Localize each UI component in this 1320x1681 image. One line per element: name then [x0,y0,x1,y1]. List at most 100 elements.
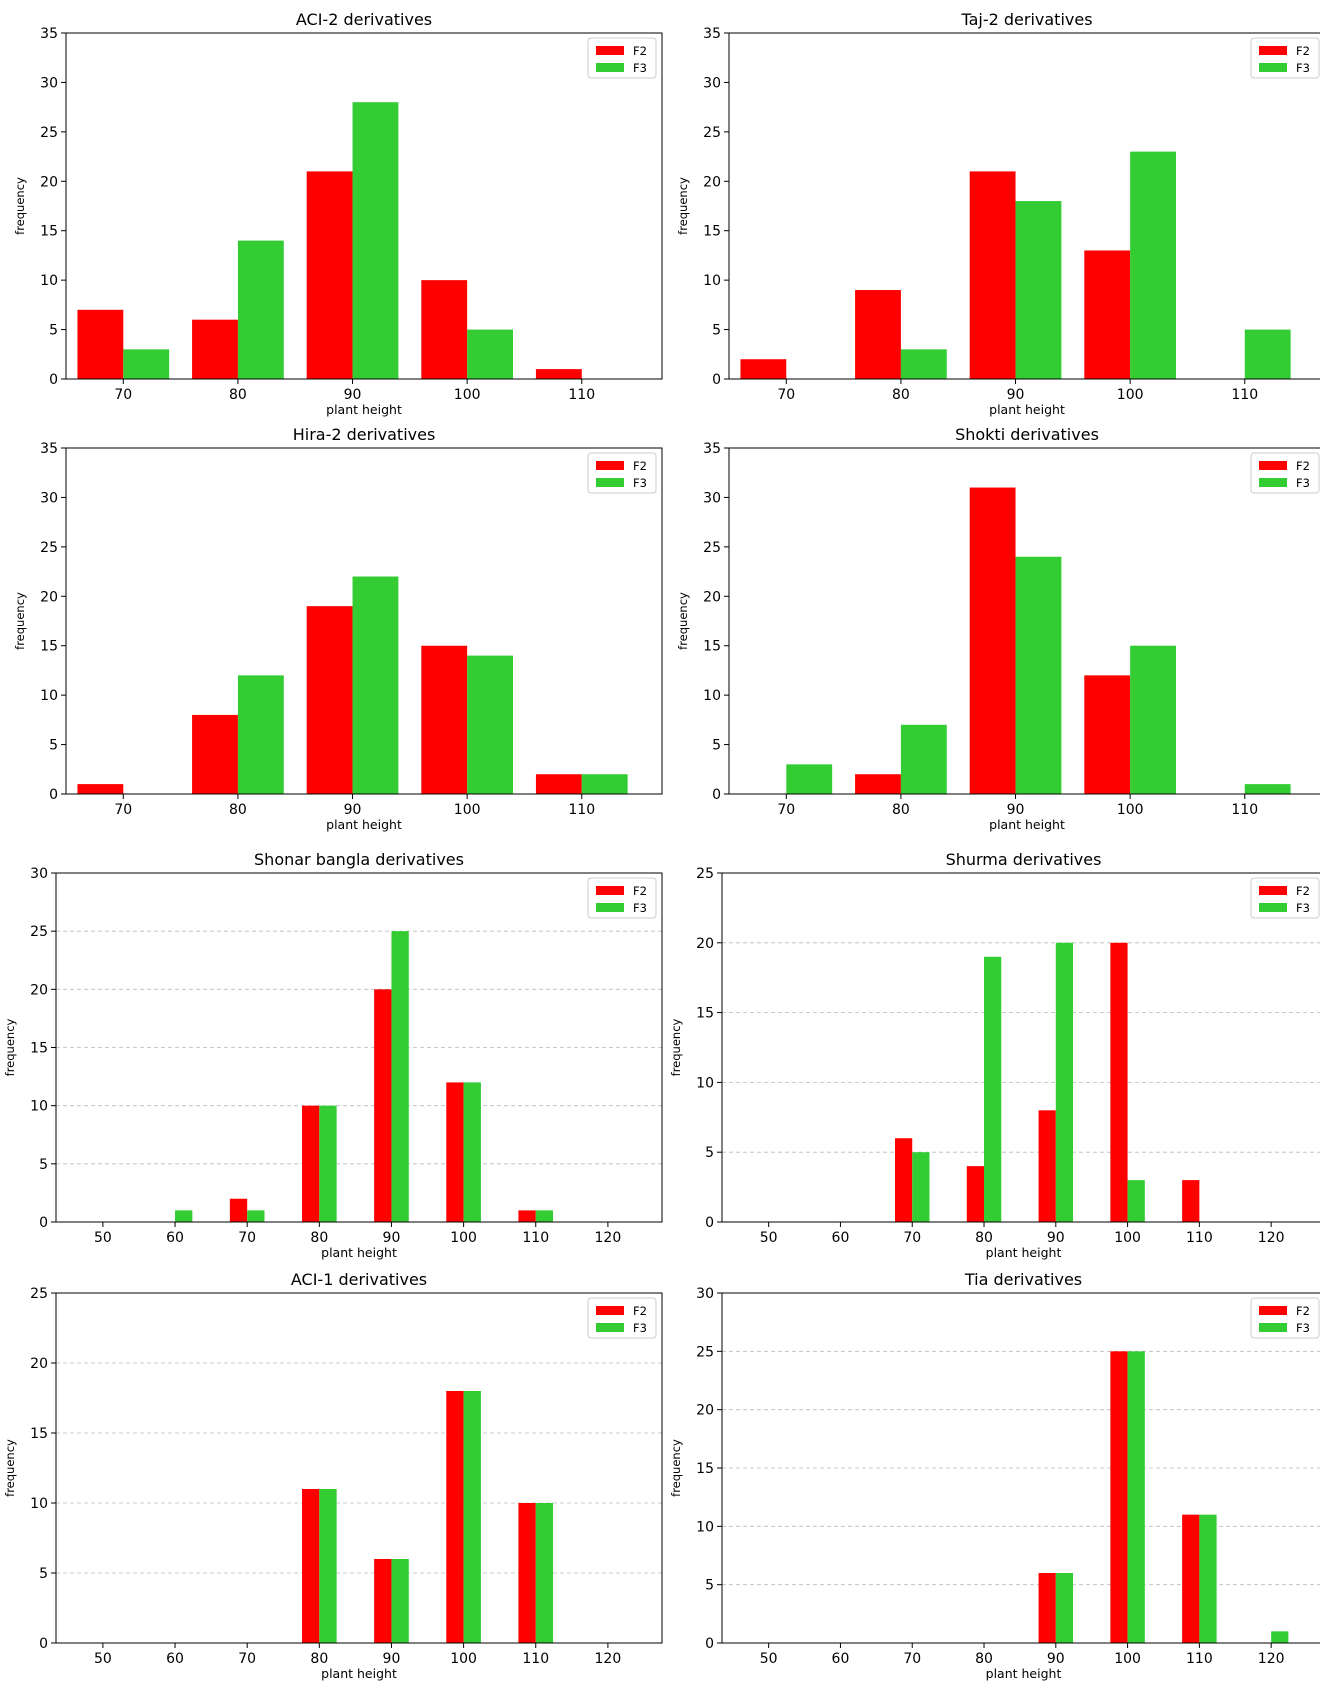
y-tick-label: 5 [39,1566,48,1582]
x-tick-label: 90 [383,1651,401,1667]
x-tick-label: 120 [595,1651,622,1667]
legend-swatch-f3 [1259,903,1287,912]
legend-swatch-f2 [1259,886,1287,895]
y-tick-label: 15 [703,224,721,240]
x-axis-label: plant height [989,402,1065,417]
legend-label-f3: F3 [1296,1321,1310,1335]
legend-label-f3: F3 [633,476,647,490]
bar-f3-90 [1055,1573,1074,1643]
x-axis-label: plant height [321,1666,397,1681]
y-tick-label: 10 [40,273,58,289]
bar-f2-100 [1084,250,1131,379]
legend-label-f3: F3 [1296,476,1310,490]
y-tick-label: 10 [30,1496,48,1512]
y-tick-label: 25 [30,1286,48,1302]
y-tick-label: 30 [703,490,721,506]
legend-label-f2: F2 [633,44,647,58]
bar-f3-120 [1271,1631,1289,1643]
bar-f3-90 [1055,942,1074,1222]
legend-swatch-f2 [596,1306,624,1315]
legend-swatch-f2 [596,46,624,55]
bar-f2-90 [306,606,353,794]
y-tick-label: 20 [40,589,58,605]
y-tick-label: 10 [40,688,58,704]
bar-f3-70 [123,349,170,379]
bar-f3-70 [247,1210,265,1222]
x-tick-label: 90 [383,1230,401,1246]
y-tick-label: 5 [712,323,721,339]
legend-label-f2: F2 [1296,44,1310,58]
x-tick-label: 100 [450,1230,477,1246]
y-axis-label: frequency [676,177,690,235]
y-tick-label: 5 [49,323,58,339]
y-tick-label: 10 [696,1075,714,1091]
x-axis-label: plant height [326,817,402,832]
x-tick-label: 110 [1231,802,1258,818]
x-tick-label: 80 [229,387,247,403]
x-tick-label: 80 [975,1230,993,1246]
y-tick-label: 10 [696,1519,714,1535]
y-tick-label: 10 [703,688,721,704]
legend-label-f2: F2 [1296,1304,1310,1318]
bar-f3-80 [237,675,284,794]
x-axis-label: plant height [321,1245,397,1260]
x-tick-label: 60 [832,1230,850,1246]
y-tick-label: 30 [703,75,721,91]
legend-label-f2: F2 [633,459,647,473]
bar-f2-70 [77,309,124,379]
bar-f3-80 [319,1105,337,1222]
bar-f2-90 [374,1559,392,1643]
x-tick-label: 100 [450,1651,477,1667]
y-tick-label: 0 [712,372,721,388]
chart-title: Taj-2 derivatives [960,10,1092,29]
bar-f3-100 [1127,1180,1145,1222]
x-tick-label: 120 [1258,1230,1285,1246]
bar-f2-110 [518,1210,536,1222]
y-tick-label: 35 [703,26,721,42]
bar-f2-80 [192,714,238,794]
plot-frame [728,447,1320,795]
bar-f2-100 [446,1391,464,1643]
bar-f3-90 [352,576,399,794]
x-tick-label: 70 [903,1230,921,1246]
x-axis-label: plant height [326,402,402,417]
x-tick-label: 50 [760,1651,778,1667]
y-tick-label: 25 [703,540,721,556]
bar-f3-60 [175,1210,193,1222]
y-tick-label: 5 [39,1157,48,1173]
bar-f3-110 [535,1503,554,1643]
legend-swatch-f2 [1259,1306,1287,1315]
y-tick-label: 20 [40,174,58,190]
x-tick-label: 100 [1117,802,1144,818]
legend-swatch-f3 [596,1323,624,1332]
legend-label-f3: F3 [1296,61,1310,75]
plot-frame [721,1292,1320,1644]
bar-f2-80 [966,1166,985,1222]
legend-label-f3: F3 [633,61,647,75]
x-tick-label: 110 [1186,1651,1213,1667]
x-tick-label: 60 [166,1651,184,1667]
x-tick-label: 90 [344,802,362,818]
bar-f2-70 [895,1138,913,1222]
bar-f3-100 [463,1082,481,1222]
y-axis-label: frequency [669,1018,683,1076]
y-axis-label: frequency [13,177,27,235]
y-tick-label: 0 [49,787,58,803]
x-tick-label: 100 [454,387,481,403]
bar-f2-90 [374,989,392,1222]
x-axis-label: plant height [989,817,1065,832]
plot-frame [55,1292,663,1644]
x-tick-label: 100 [1114,1651,1141,1667]
bar-f2-80 [855,290,901,379]
bar-f2-90 [1038,1110,1056,1222]
legend-swatch-f2 [1259,46,1287,55]
y-tick-label: 30 [40,490,58,506]
